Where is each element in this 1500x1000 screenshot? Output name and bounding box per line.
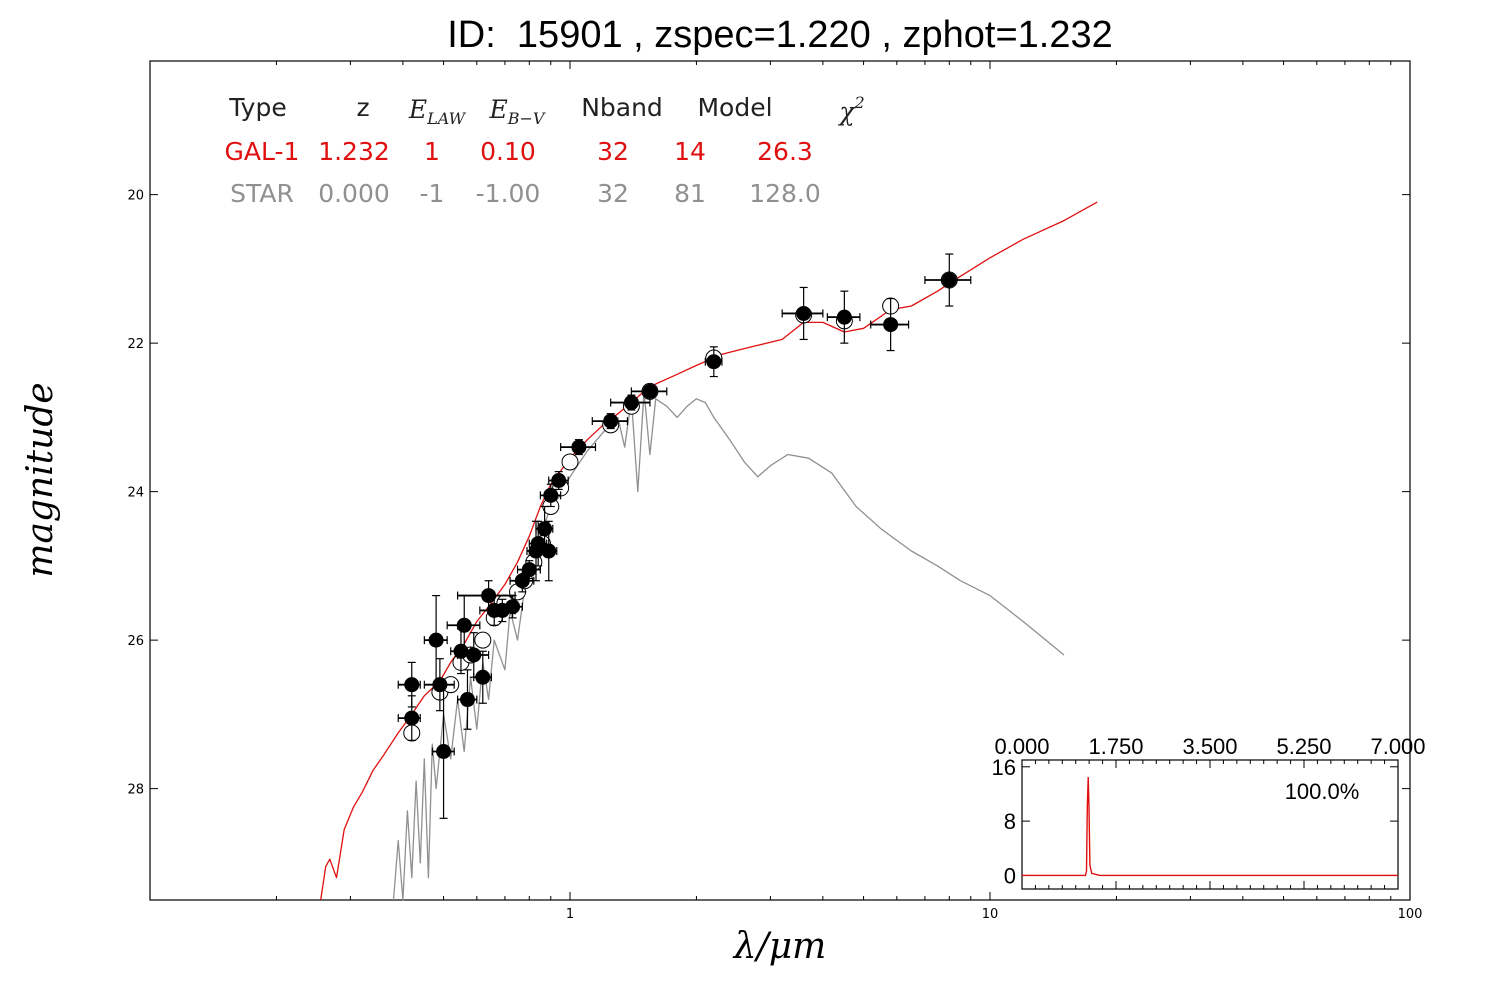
observed-point <box>543 487 559 503</box>
observed-point <box>505 599 521 615</box>
chart-title: ID: 15901 , zspec=1.220 , zphot=1.232 <box>447 14 1113 56</box>
table-cell: 32 <box>597 137 629 166</box>
observed-point <box>521 562 537 578</box>
observed-point <box>530 536 546 552</box>
table-cell: 0.000 <box>318 179 390 208</box>
model-points <box>403 271 958 742</box>
galaxy-model-line <box>320 201 1098 901</box>
inset-y-tick-label: 0 <box>1004 863 1016 888</box>
galaxy-sed-path <box>320 201 1098 901</box>
observed-point <box>706 354 722 370</box>
table-cell: 26.3 <box>757 137 813 166</box>
y-tick-label: 24 <box>127 486 144 501</box>
x-tick-label: 10 <box>982 907 999 922</box>
table-cell: 1.232 <box>318 137 390 166</box>
table-header-model: Model <box>697 93 772 122</box>
table-header-chi2: χ2 <box>837 93 864 126</box>
observed-point <box>941 272 957 288</box>
inset-x-tick-label: 7.000 <box>1370 734 1425 759</box>
table-cell: 0.10 <box>480 137 536 166</box>
star-sed-path <box>392 390 1065 901</box>
fit-table: Type z ELAW EB−V Nband Model χ2 GAL-1 1.232 1 0.10… <box>225 93 865 208</box>
observed-point <box>883 317 899 333</box>
x-axis-label: λ/μm <box>732 926 826 967</box>
observed-point <box>571 439 587 455</box>
inset-x-tick-label: 5.250 <box>1276 734 1331 759</box>
observed-point <box>466 647 482 663</box>
y-axis-label: magnitude <box>20 382 61 577</box>
table-header-nband: Nband <box>581 93 663 122</box>
table-cell: -1 <box>420 179 445 208</box>
table-cell: STAR <box>230 179 294 208</box>
inset-y-tick-label: 8 <box>1004 809 1016 834</box>
inset-x-tick-label: 1.750 <box>1088 734 1143 759</box>
table-cell: 81 <box>674 179 706 208</box>
table-cell: -1.00 <box>476 179 541 208</box>
y-tick-label: 20 <box>127 189 144 204</box>
star-model-line <box>392 390 1065 901</box>
inset-x-tick-label: 0.000 <box>994 734 1049 759</box>
observed-point <box>404 710 420 726</box>
table-cell: 1 <box>424 137 440 166</box>
table-cell: 32 <box>597 179 629 208</box>
table-header-ebv: EB−V <box>489 95 546 128</box>
observed-point <box>836 309 852 325</box>
plot-frame <box>149 60 1411 901</box>
inset-x-tick-label: 3.500 <box>1182 734 1237 759</box>
pdz-curve <box>1022 776 1398 877</box>
observed-point <box>428 632 444 648</box>
x-tick-label: 100 <box>1398 907 1423 922</box>
pdz-inset: 0.000 1.750 3.500 5.250 7.000 0 8 16 100.0% <box>992 734 1426 890</box>
observed-point <box>514 573 530 589</box>
observed-point <box>642 383 658 399</box>
model-point <box>561 453 579 471</box>
observed-point <box>796 305 812 321</box>
y-tick-label: 22 <box>127 337 144 352</box>
observed-point <box>456 617 472 633</box>
observed-point <box>551 473 567 488</box>
table-header-z: z <box>356 93 369 122</box>
observed-point <box>481 588 497 604</box>
observed-point <box>436 744 452 760</box>
table-cell: 128.0 <box>749 179 821 208</box>
observed-point <box>475 669 491 685</box>
inset-y-tick-label: 16 <box>992 755 1016 780</box>
table-cell: GAL-1 <box>225 137 300 166</box>
x-tick-label: 1 <box>566 907 574 922</box>
inset-annotation: 100.0% <box>1285 779 1360 804</box>
observed-point <box>537 521 553 537</box>
observed-point <box>603 413 619 429</box>
model-point <box>474 631 492 649</box>
observed-point <box>404 677 420 693</box>
y-tick-label: 26 <box>127 634 144 649</box>
table-header-type: Type <box>228 93 286 122</box>
y-tick-label: 28 <box>127 783 144 798</box>
observed-points <box>397 253 972 819</box>
observed-point <box>623 395 639 411</box>
observed-point <box>453 643 469 659</box>
table-cell: 14 <box>674 137 706 166</box>
table-header-elaw: ELAW <box>408 95 467 128</box>
observed-point <box>541 543 557 559</box>
observed-point <box>459 692 475 708</box>
